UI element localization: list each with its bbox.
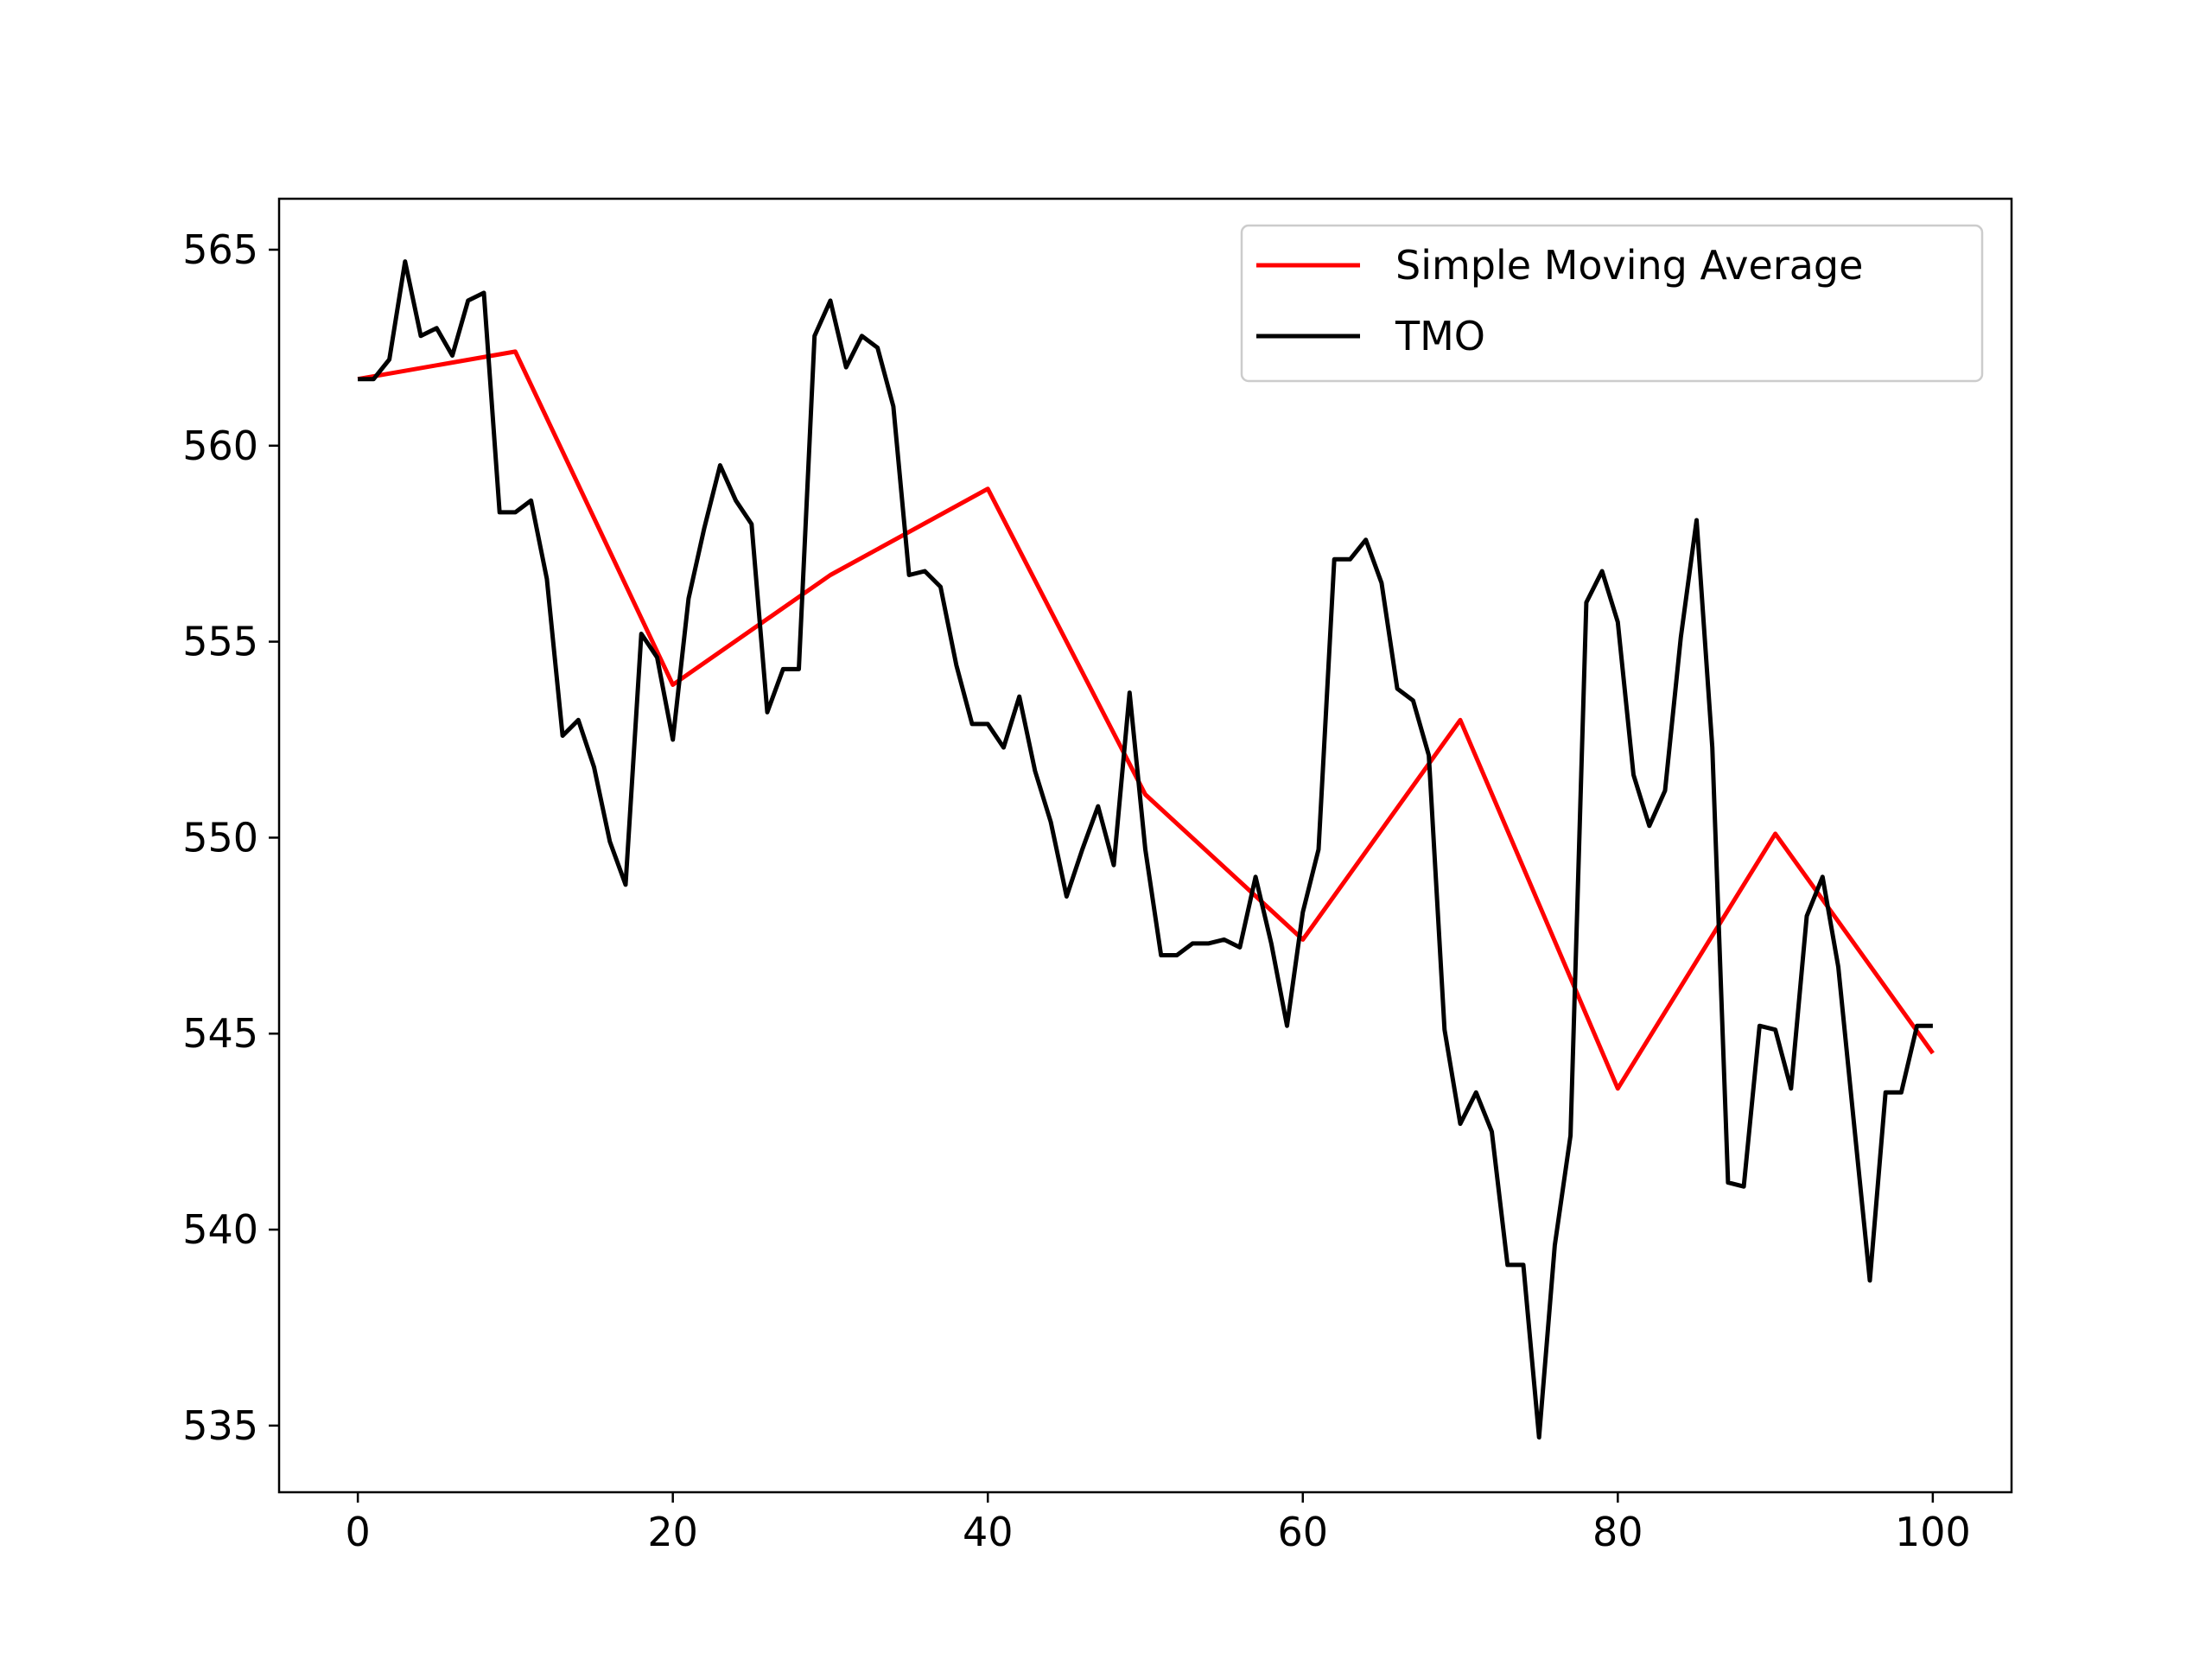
series-line-tmo <box>358 259 1933 1440</box>
legend: Simple Moving Average TMO <box>1240 224 1984 383</box>
legend-box <box>1240 224 1984 383</box>
y-tick-label: 540 <box>182 1206 258 1253</box>
y-tick-label: 565 <box>182 226 258 273</box>
x-tick-label: 0 <box>345 1509 370 1555</box>
x-tick-label: 60 <box>1277 1509 1328 1555</box>
legend-label: TMO <box>1395 313 1485 359</box>
x-tick-label: 100 <box>1895 1509 1971 1555</box>
y-tick-label: 555 <box>182 619 258 665</box>
series-layer <box>357 259 1935 1440</box>
axes-layer: 0 20 40 60 80 100 535 540 545 550 555 560 565 <box>182 226 1971 1555</box>
x-tick-label: 20 <box>647 1509 698 1555</box>
x-tick-label: 40 <box>963 1509 1014 1555</box>
y-tick-label: 550 <box>182 814 258 861</box>
x-tick-label: 80 <box>1592 1509 1643 1555</box>
plot-frame <box>277 197 2013 1494</box>
legend-label: Simple Moving Average <box>1395 242 1863 289</box>
series-line-simple-moving-average <box>357 349 1935 1091</box>
y-tick-label: 560 <box>182 423 258 469</box>
y-tick-label: 535 <box>182 1402 258 1449</box>
y-tick-label: 545 <box>182 1010 258 1057</box>
